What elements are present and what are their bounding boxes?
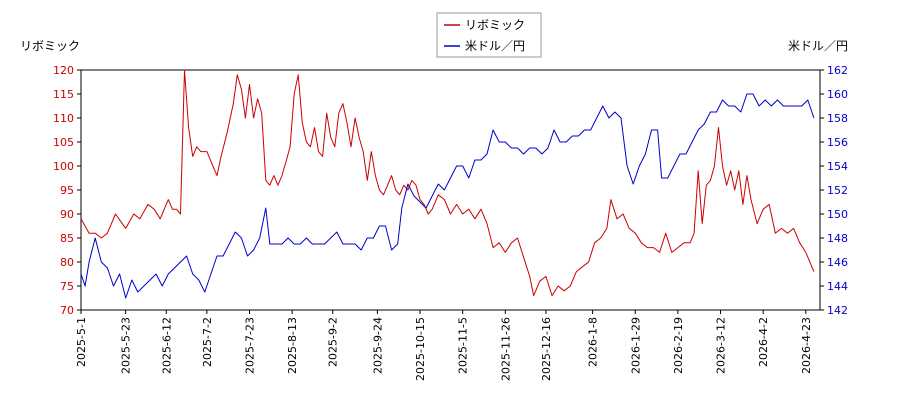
legend-label-usdjpy: 米ドル／円 (465, 39, 525, 53)
right-axis-tick-label: 150 (827, 208, 848, 221)
right-axis-tick-label: 154 (827, 160, 848, 173)
right-axis-tick-label: 148 (827, 232, 848, 245)
x-axis-tick-label: 2026-2-19 (672, 317, 685, 374)
left-axis-tick-label: 115 (53, 88, 74, 101)
left-axis-tick-label: 120 (53, 64, 74, 77)
left-axis-tick-label: 110 (53, 112, 74, 125)
x-axis-tick-label: 2025-9-2 (327, 317, 340, 367)
x-axis-tick-label: 2025-6-12 (160, 317, 173, 374)
right-axis-tick-label: 152 (827, 184, 848, 197)
right-axis-tick-label: 144 (827, 280, 848, 293)
series-line-ribomic (80, 69, 815, 297)
left-axis-tick-label: 80 (60, 256, 74, 269)
right-axis-tick-label: 142 (827, 304, 848, 317)
x-axis-tick-label: 2025-12-16 (540, 317, 553, 381)
x-axis-tick-label: 2026-1-29 (629, 317, 642, 374)
legend: リボミック 米ドル／円 (436, 12, 542, 58)
x-axis-tick-label: 2025-7-23 (244, 317, 257, 374)
x-axis-tick-label: 2025-8-13 (286, 317, 299, 374)
x-axis-tick-label: 2025-5-23 (120, 317, 133, 374)
x-axis-tick-label: 2026-4-2 (757, 317, 770, 367)
x-axis-tick-label: 2025-7-2 (201, 317, 214, 367)
x-axis-tick-label: 2025-11-26 (499, 317, 512, 381)
x-axis-tick-label: 2025-5-1 (75, 317, 88, 367)
series-line-usdjpy (80, 93, 815, 299)
x-axis-tick-label: 2025-10-15 (414, 317, 427, 381)
plot-frame (80, 69, 821, 311)
left-axis-tick-label: 75 (60, 280, 74, 293)
legend-box (436, 12, 542, 58)
left-axis-title: リボミック (20, 39, 80, 53)
right-axis-title: 米ドル／円 (788, 39, 848, 53)
x-axis-tick-label: 2025-11-5 (457, 317, 470, 374)
x-axis-tick-label: 2026-1-8 (587, 317, 600, 367)
legend-label-ribomic: リボミック (465, 18, 525, 32)
left-axis-tick-label: 100 (53, 160, 74, 173)
right-axis-tick-label: 160 (827, 88, 848, 101)
x-axis-tick-label: 2026-4-23 (800, 317, 813, 374)
left-axis-tick-label: 90 (60, 208, 74, 221)
right-axis-tick-label: 146 (827, 256, 848, 269)
x-axis-tick-label: 2026-3-12 (715, 317, 728, 374)
right-axis-tick-label: 162 (827, 64, 848, 77)
right-axis-tick-label: 158 (827, 112, 848, 125)
x-axis-tick-label: 2025-9-24 (371, 317, 384, 374)
left-axis-tick-label: 70 (60, 304, 74, 317)
left-axis-tick-label: 95 (60, 184, 74, 197)
right-axis-tick-label: 156 (827, 136, 848, 149)
left-axis-tick-label: 85 (60, 232, 74, 245)
left-axis-tick-label: 105 (53, 136, 74, 149)
